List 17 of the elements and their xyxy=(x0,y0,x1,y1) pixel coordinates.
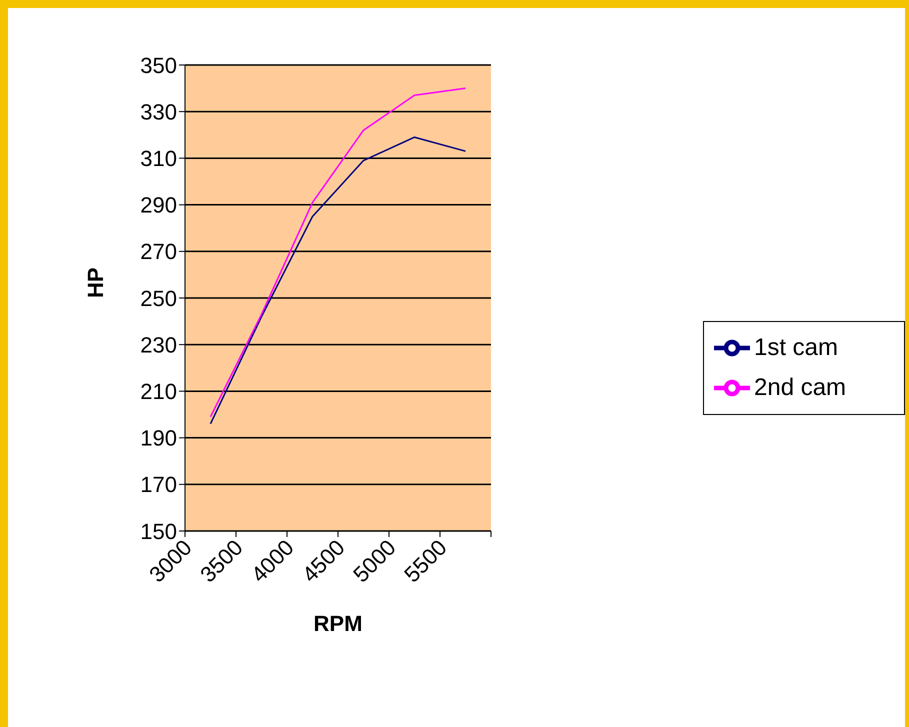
legend-label: 1st cam xyxy=(754,334,838,360)
y-tick-label: 210 xyxy=(140,379,177,404)
y-tick-label: 250 xyxy=(140,286,177,311)
y-tick-label: 230 xyxy=(140,332,177,358)
y-tick-label: 350 xyxy=(140,52,177,78)
y-tick-label: 290 xyxy=(140,192,177,218)
y-tick-label: 170 xyxy=(140,472,177,498)
line-series xyxy=(210,136,466,425)
y-tick-label: 190 xyxy=(140,426,177,451)
legend-label: 2nd cam xyxy=(754,374,846,400)
y-tick-label: 150 xyxy=(140,518,177,544)
y-tick-label: 270 xyxy=(140,239,177,264)
line-series xyxy=(210,88,466,418)
y-axis-title: HP xyxy=(82,267,108,298)
y-tick-label: 310 xyxy=(140,146,177,172)
x-axis-title: RPM xyxy=(314,611,362,636)
y-tick-label: 330 xyxy=(140,99,177,124)
